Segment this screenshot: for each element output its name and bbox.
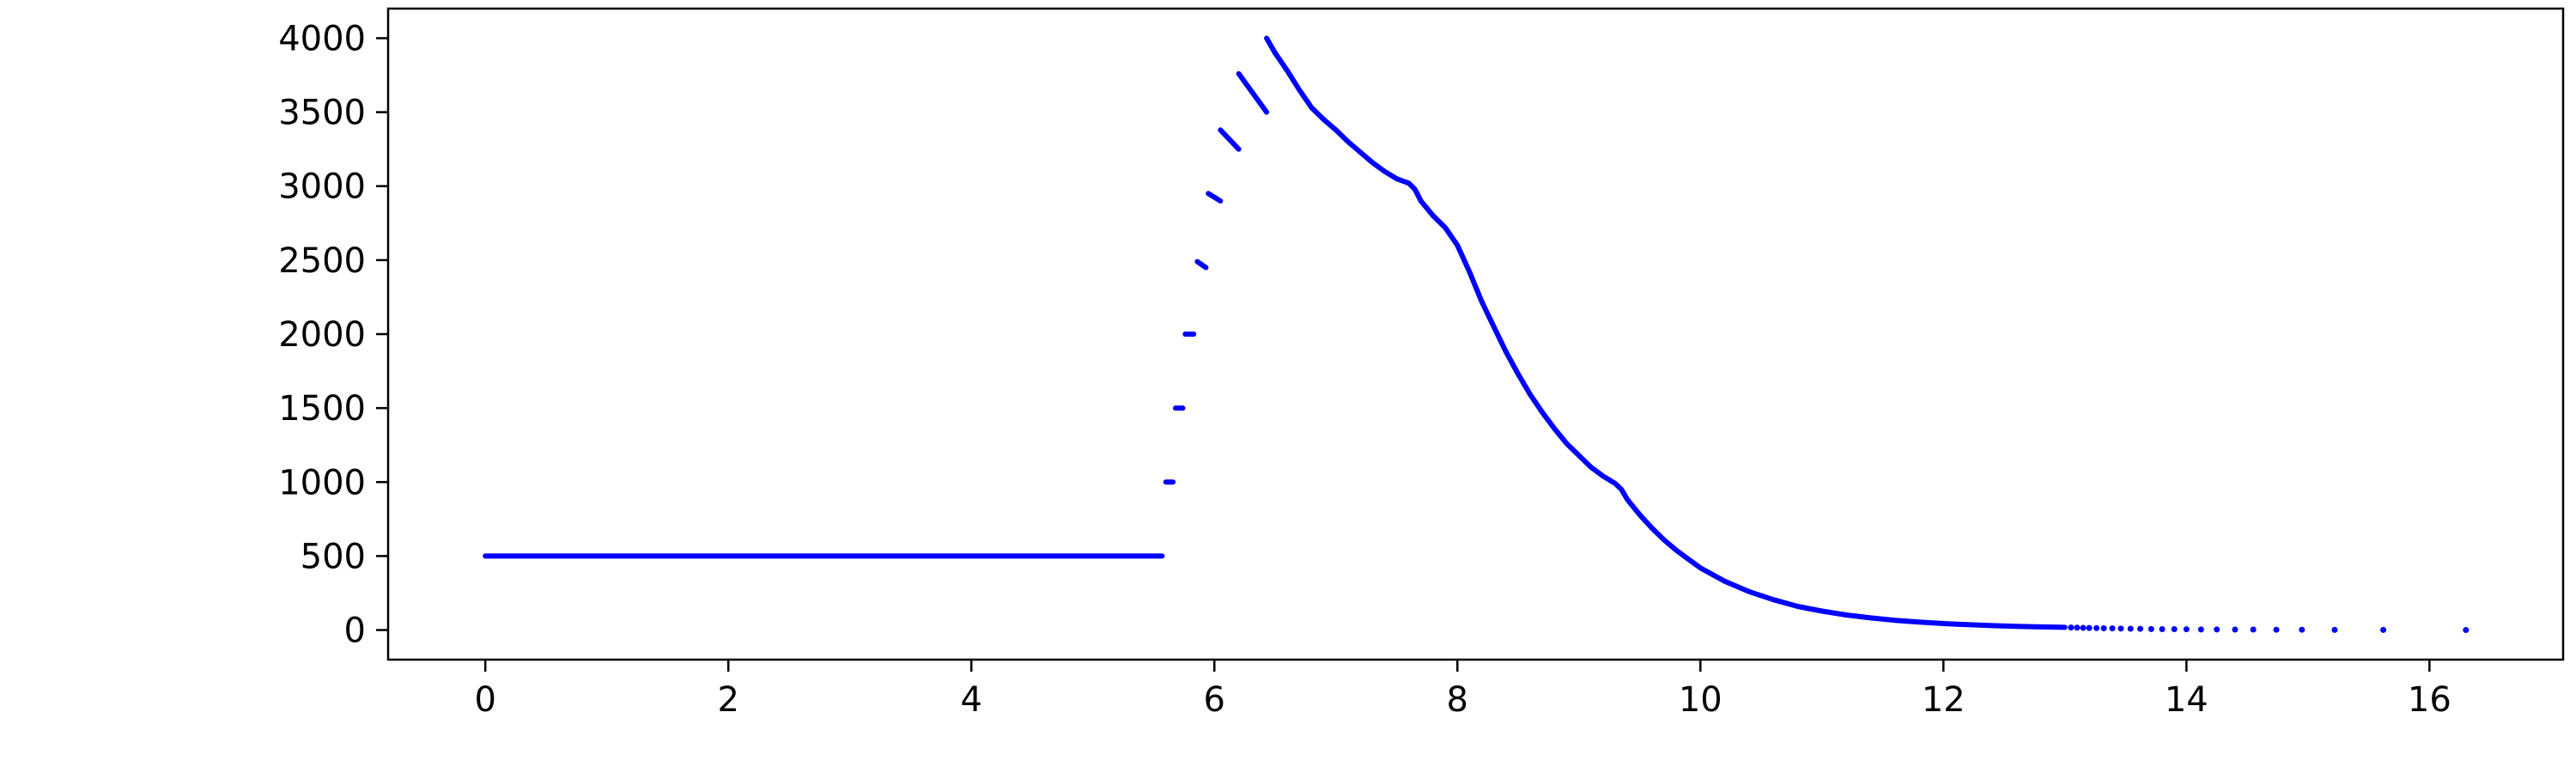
data-point — [2214, 626, 2221, 633]
data-point — [2148, 625, 2154, 632]
data-point — [2117, 625, 2124, 632]
data-point — [2380, 626, 2387, 633]
data-point — [2183, 626, 2190, 633]
series-line-segment — [1264, 35, 2068, 630]
data-point — [2086, 624, 2093, 631]
series-line-segment — [1236, 70, 1270, 115]
x-tick-label: 6 — [1204, 680, 1225, 720]
series-line-segment — [1206, 191, 1224, 204]
data-point — [2080, 624, 2087, 631]
x-tick-label: 16 — [2408, 680, 2451, 720]
data-point — [2463, 627, 2470, 634]
y-tick-label: 2500 — [278, 241, 366, 281]
data-point — [2171, 626, 2178, 633]
y-tick-label: 1500 — [278, 389, 366, 429]
y-tick-label: 0 — [344, 612, 366, 651]
plot-area — [483, 35, 2470, 634]
data-point — [2100, 624, 2107, 631]
x-tick-label: 0 — [474, 680, 495, 720]
y-tick-label: 2000 — [278, 315, 366, 355]
y-tick-label: 1000 — [278, 463, 366, 502]
y-tick-label: 500 — [301, 537, 366, 576]
x-tick-label: 14 — [2165, 680, 2208, 720]
axes-frame — [386, 7, 2565, 661]
series-line-segment — [1218, 127, 1242, 152]
y-tick-label: 3500 — [278, 94, 366, 133]
data-point — [2250, 626, 2257, 633]
data-point — [2197, 626, 2204, 633]
series-line-segment — [1194, 259, 1209, 271]
x-tick-label: 4 — [961, 680, 982, 720]
y-axis: 0 500 1000 1500 2000 2500 3000 3500 4000 — [278, 19, 388, 651]
data-point — [2137, 625, 2144, 632]
data-point — [2331, 626, 2338, 633]
data-point — [2159, 626, 2166, 633]
x-tick-label: 12 — [1922, 680, 1965, 720]
data-point — [2299, 626, 2306, 633]
data-point — [2232, 626, 2239, 633]
x-axis: 0 2 4 6 8 10 12 14 16 — [474, 660, 2451, 720]
x-tick-label: 10 — [1679, 680, 1722, 720]
data-point — [2109, 625, 2116, 632]
x-tick-label: 8 — [1447, 680, 1468, 720]
data-point — [2127, 625, 2134, 632]
data-point — [2093, 624, 2100, 631]
data-point — [2273, 626, 2280, 633]
x-tick-label: 2 — [717, 680, 738, 720]
y-tick-label: 3000 — [278, 167, 366, 207]
y-tick-label: 4000 — [278, 19, 366, 58]
data-point — [2074, 624, 2081, 631]
data-point — [2068, 624, 2075, 631]
